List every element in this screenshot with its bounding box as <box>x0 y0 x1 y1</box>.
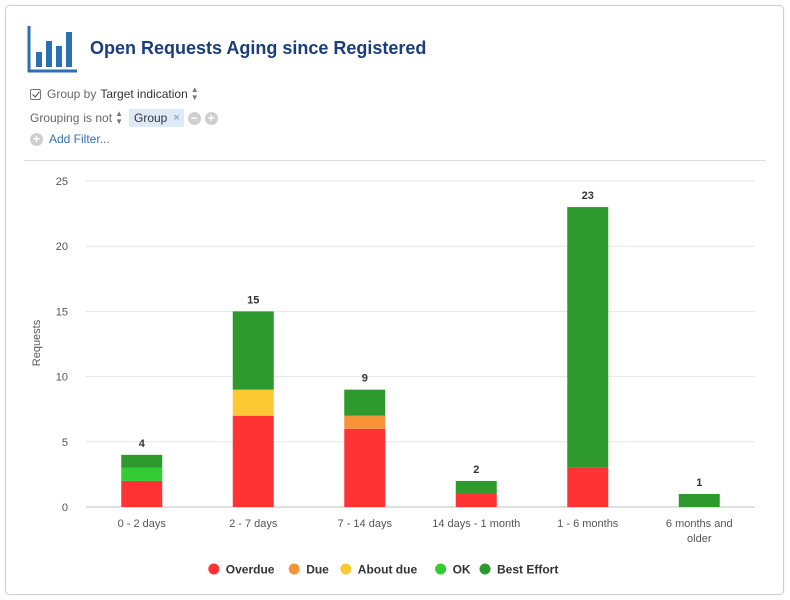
y-tick-label: 25 <box>56 176 68 188</box>
x-tick-label: 2 - 7 days <box>229 518 278 530</box>
legend-label: Due <box>306 563 329 577</box>
filter-operator-select[interactable]: is not <box>83 111 113 125</box>
bar-segment <box>232 311 274 390</box>
bar-segment <box>567 207 609 468</box>
bar-total-label: 15 <box>247 294 259 306</box>
add-filter-link[interactable]: Add Filter... <box>49 132 110 146</box>
legend-label: Overdue <box>226 563 275 577</box>
bar-total-label: 9 <box>362 373 368 385</box>
bar-segment <box>121 480 163 507</box>
bar-chart-icon <box>27 26 77 73</box>
page-title: Open Requests Aging since Registered <box>90 38 427 58</box>
y-tick-label: 15 <box>56 306 68 318</box>
legend-marker <box>340 563 352 575</box>
legend-marker <box>479 563 491 575</box>
legend-label: Best Effort <box>497 563 558 577</box>
bar-segment <box>455 480 497 494</box>
group-by-label: Group by <box>47 87 97 101</box>
sort-arrows-icon[interactable]: ▲ ▼ <box>115 109 123 126</box>
filter-value-label: Group <box>133 111 168 125</box>
bar-segment <box>567 467 609 507</box>
divider <box>24 160 766 161</box>
bar-segment <box>121 467 163 481</box>
y-axis-label: Requests <box>31 319 43 366</box>
bar-total-label: 4 <box>139 438 146 450</box>
remove-tag-icon[interactable]: × <box>173 112 180 124</box>
y-tick-label: 5 <box>62 437 68 449</box>
bar-total-label: 2 <box>473 464 479 476</box>
add-filter-icon[interactable]: + <box>30 132 43 146</box>
bar-segment <box>232 389 274 416</box>
bar-total-label: 23 <box>582 190 594 202</box>
add-condition-button[interactable]: + <box>204 111 218 125</box>
bar-segment <box>344 428 386 507</box>
filter-row: Grouping is not ▲ ▼ Group × − + <box>30 109 218 127</box>
sort-arrows-icon[interactable]: ▲ ▼ <box>190 85 199 102</box>
bar-segment <box>232 415 274 507</box>
bar-segment <box>344 415 386 429</box>
bar-total-label: 1 <box>696 477 702 489</box>
group-by-row: Group by Target indication ▲ ▼ <box>30 86 199 102</box>
bar-segment <box>121 454 163 468</box>
y-tick-label: 0 <box>62 502 68 514</box>
y-tick-label: 20 <box>56 241 68 253</box>
group-by-select[interactable]: Target indication <box>100 87 188 101</box>
add-filter-row: + Add Filter... <box>30 132 110 146</box>
legend-marker <box>208 563 220 575</box>
bar-segment <box>678 493 720 507</box>
x-tick-label: 0 - 2 days <box>118 518 167 530</box>
remove-filter-button[interactable]: − <box>187 111 201 125</box>
legend-marker <box>435 563 447 575</box>
legend-label: OK <box>453 563 471 577</box>
legend-label: About due <box>358 563 418 577</box>
x-tick-label: 14 days - 1 month <box>432 518 520 530</box>
legend-marker <box>288 563 300 575</box>
filter-field-select[interactable]: Grouping <box>30 111 80 125</box>
y-tick-label: 10 <box>56 372 68 384</box>
filter-value-tag[interactable]: Group × <box>128 109 184 127</box>
x-tick-label: 7 - 14 days <box>338 518 393 530</box>
x-tick-label: 1 - 6 months <box>557 518 619 530</box>
group-by-checkbox[interactable] <box>30 88 41 100</box>
x-tick-label: 6 months and older <box>666 518 733 545</box>
bar-segment <box>344 389 386 416</box>
bar-segment <box>455 493 497 507</box>
